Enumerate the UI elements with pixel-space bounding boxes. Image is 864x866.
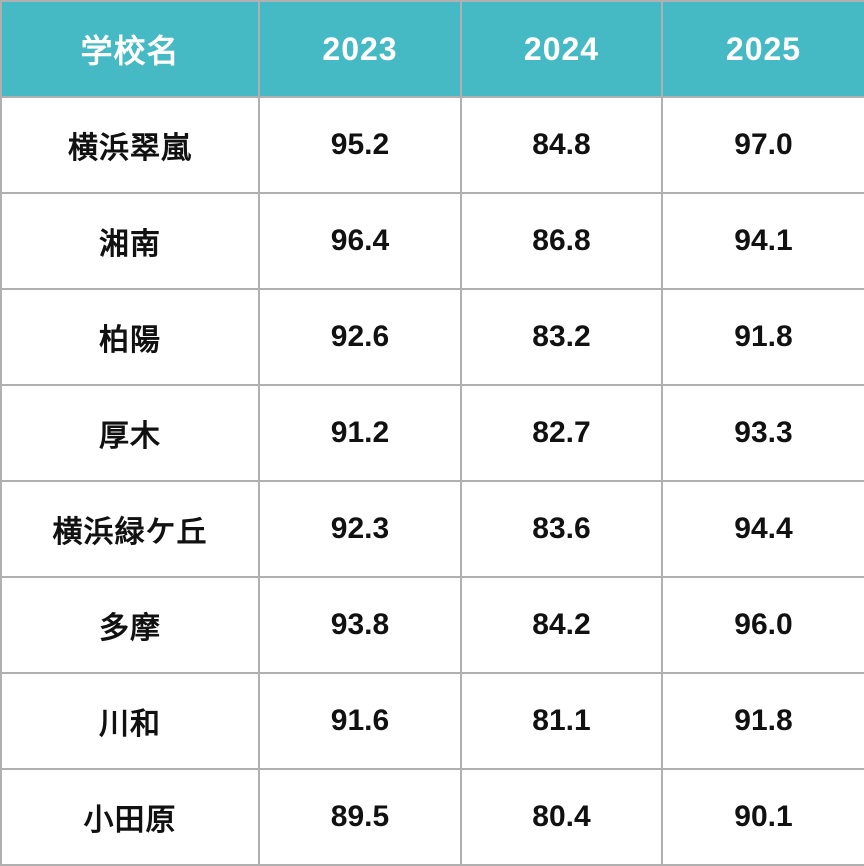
table-header: 学校名 2023 2024 2025 (0, 0, 864, 98)
score-cell: 81.1 (460, 672, 663, 770)
table-row: 横浜翠嵐 95.2 84.8 97.0 (0, 96, 864, 194)
score-cell: 94.4 (661, 480, 864, 578)
score-cell: 97.0 (661, 96, 864, 194)
score-cell: 86.8 (460, 192, 663, 290)
table-row: 横浜緑ケ丘 92.3 83.6 94.4 (0, 480, 864, 578)
column-header-year-2025: 2025 (661, 0, 864, 98)
school-name-cell: 横浜緑ケ丘 (0, 480, 260, 578)
score-cell: 90.1 (661, 768, 864, 866)
score-cell: 92.3 (258, 480, 462, 578)
score-cell: 83.6 (460, 480, 663, 578)
score-cell: 84.2 (460, 576, 663, 674)
school-name-cell: 横浜翠嵐 (0, 96, 260, 194)
column-header-year-2024: 2024 (460, 0, 663, 98)
score-cell: 96.4 (258, 192, 462, 290)
school-name-cell: 柏陽 (0, 288, 260, 386)
table-row: 小田原 89.5 80.4 90.1 (0, 768, 864, 866)
table-row: 厚木 91.2 82.7 93.3 (0, 384, 864, 482)
table-body: 横浜翠嵐 95.2 84.8 97.0 湘南 96.4 86.8 94.1 柏陽 92.6 83.2… (0, 96, 864, 866)
table-row: 湘南 96.4 86.8 94.1 (0, 192, 864, 290)
column-header-school: 学校名 (0, 0, 260, 98)
score-cell: 91.6 (258, 672, 462, 770)
school-name-cell: 川和 (0, 672, 260, 770)
score-cell: 91.2 (258, 384, 462, 482)
column-header-year-2023: 2023 (258, 0, 462, 98)
score-cell: 95.2 (258, 96, 462, 194)
score-cell: 84.8 (460, 96, 663, 194)
table-row: 多摩 93.8 84.2 96.0 (0, 576, 864, 674)
school-name-cell: 多摩 (0, 576, 260, 674)
school-name-cell: 厚木 (0, 384, 260, 482)
score-cell: 89.5 (258, 768, 462, 866)
score-cell: 93.8 (258, 576, 462, 674)
score-cell: 91.8 (661, 288, 864, 386)
score-cell: 94.1 (661, 192, 864, 290)
score-cell: 96.0 (661, 576, 864, 674)
score-cell: 93.3 (661, 384, 864, 482)
table-row: 川和 91.6 81.1 91.8 (0, 672, 864, 770)
school-name-cell: 湘南 (0, 192, 260, 290)
table-row: 柏陽 92.6 83.2 91.8 (0, 288, 864, 386)
score-cell: 92.6 (258, 288, 462, 386)
score-cell: 80.4 (460, 768, 663, 866)
score-cell: 82.7 (460, 384, 663, 482)
score-cell: 83.2 (460, 288, 663, 386)
school-name-cell: 小田原 (0, 768, 260, 866)
score-cell: 91.8 (661, 672, 864, 770)
header-row: 学校名 2023 2024 2025 (0, 0, 864, 98)
